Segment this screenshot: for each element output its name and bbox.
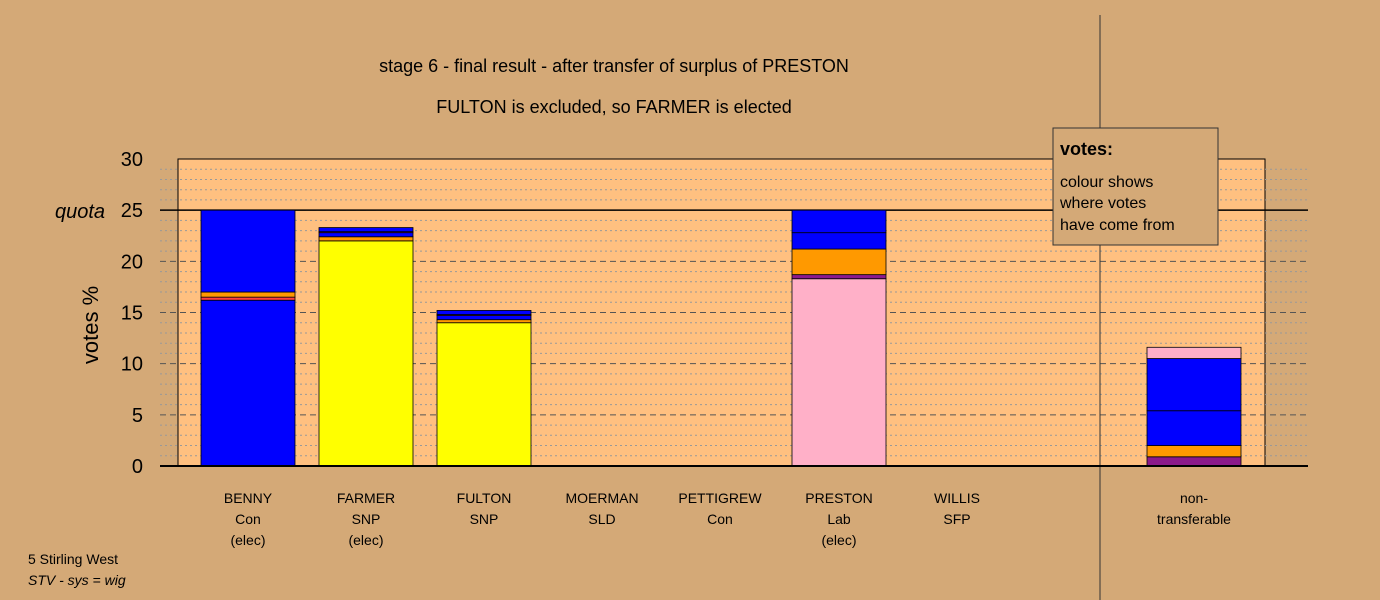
legend-title: votes:: [1060, 139, 1113, 159]
bar-segment: [791, 232, 887, 250]
x-tick-label: SFP: [943, 511, 970, 527]
x-tick-label: PETTIGREW: [678, 490, 762, 506]
y-axis: 0 5 10 15 20 25 30: [121, 149, 1308, 478]
bar-segment: [1146, 456, 1242, 467]
bar-stack: [200, 209, 296, 467]
chart-title: stage 6 - final result - after transfer …: [379, 56, 849, 76]
bar-segment: [200, 299, 296, 467]
quota-label: quota: [55, 201, 105, 223]
bar-segment: [200, 296, 296, 301]
bar-segment: [791, 248, 887, 276]
bar-stack: [1146, 346, 1242, 467]
bar-segment: [791, 274, 887, 280]
bar-segment: [436, 319, 532, 324]
x-tick-label: Lab: [827, 511, 851, 527]
y-tick-label: 0: [132, 456, 143, 478]
y-tick-label: 5: [132, 405, 143, 427]
bar-segment: [1146, 445, 1242, 458]
x-tick-label: FARMER: [337, 490, 395, 506]
x-tick-label: (elec): [230, 532, 265, 548]
x-tick-label: WILLIS: [934, 490, 980, 506]
bar-segment: [318, 236, 414, 242]
x-tick-label: transferable: [1157, 511, 1231, 527]
x-tick-label: Con: [707, 511, 733, 527]
x-tick-label: SNP: [352, 511, 381, 527]
y-tick-label: 20: [121, 251, 143, 273]
y-tick-label: 15: [121, 303, 143, 325]
bar-segment: [1146, 346, 1242, 359]
footer-constituency: 5 Stirling West: [28, 551, 118, 567]
legend-line: where votes: [1059, 195, 1146, 212]
chart-subtitle: FULTON is excluded, so FARMER is elected: [436, 97, 791, 117]
bar-segment: [318, 240, 414, 467]
bar-stack: [436, 310, 532, 467]
x-tick-label: (elec): [348, 532, 383, 548]
x-tick-label: SNP: [470, 511, 499, 527]
x-tick-label: BENNY: [224, 490, 273, 506]
y-tick-label: 30: [121, 149, 143, 171]
y-tick-label: 10: [121, 354, 143, 376]
bar-segment: [1146, 358, 1242, 412]
x-tick-label: Con: [235, 511, 261, 527]
bar-segment: [791, 209, 887, 234]
x-tick-label: non-: [1180, 490, 1208, 506]
footer-system: STV - sys = wig: [28, 572, 126, 588]
bar-segment: [436, 310, 532, 315]
bar-segment: [436, 315, 532, 321]
bar-segment: [318, 232, 414, 238]
x-tick-label: MOERMAN: [565, 490, 638, 506]
bar-segment: [200, 291, 296, 298]
bar-stack: [791, 209, 887, 467]
legend-line: have come from: [1060, 217, 1175, 234]
x-tick-label: SLD: [588, 511, 615, 527]
legend-line: colour shows: [1060, 174, 1153, 191]
legend-box: [1052, 127, 1219, 246]
y-tick-label: 25: [121, 200, 143, 222]
bar-segment: [200, 209, 296, 293]
bars: [200, 209, 1242, 467]
bar-segment: [436, 322, 532, 467]
y-axis-label: votes %: [78, 286, 103, 364]
x-tick-label: (elec): [821, 532, 856, 548]
bar-stack: [318, 227, 414, 467]
bar-segment: [1146, 410, 1242, 446]
bar-segment: [318, 227, 414, 233]
x-tick-label: FULTON: [457, 490, 512, 506]
bar-segment: [791, 278, 887, 467]
x-tick-label: PRESTON: [805, 490, 872, 506]
legend: votes: colour shows where votes have com…: [1052, 127, 1219, 246]
x-axis-labels: BENNY Con (elec) FARMER SNP (elec) FULTON SNP MO…: [224, 490, 1231, 548]
